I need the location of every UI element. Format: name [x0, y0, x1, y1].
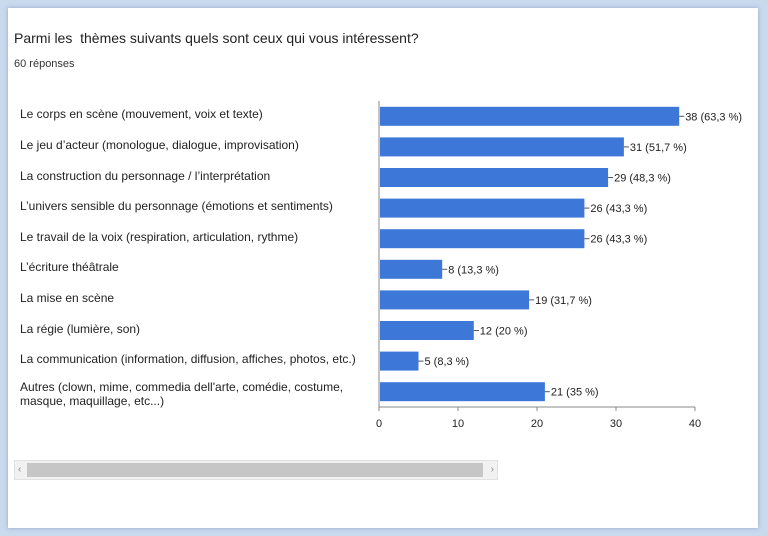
chart-title: Parmi les thèmes suivants quels sont ceu… [14, 30, 419, 46]
bar [380, 290, 530, 310]
category-label: La construction du personnage / l’interp… [20, 168, 271, 183]
bar [380, 229, 585, 249]
response-count: 60 réponses [14, 58, 75, 70]
bar [380, 382, 545, 402]
value-label: 26 (43,3 %) [590, 203, 647, 215]
x-tick-label: 20 [531, 418, 543, 430]
scroll-right-icon[interactable]: › [490, 464, 494, 475]
value-label: 12 (20 %) [480, 326, 528, 338]
horizontal-scrollbar[interactable]: ‹ › [14, 460, 498, 480]
value-label: 8 (13,3 %) [448, 264, 499, 276]
category-label: Le corps en scène (mouvement, voix et te… [20, 107, 263, 122]
x-tick-label: 0 [376, 418, 382, 430]
x-tick-label: 40 [689, 418, 701, 430]
category-label: La communication (information, diffusion… [20, 352, 356, 367]
category-label: L’écriture théâtrale [20, 260, 119, 275]
value-label: 38 (63,3 %) [685, 111, 742, 123]
bar [380, 351, 419, 371]
bar [380, 198, 585, 218]
category-label: Le travail de la voix (respiration, arti… [20, 229, 299, 244]
bar [380, 259, 443, 279]
scrollbar-thumb[interactable] [27, 463, 483, 477]
category-label: La mise en scène [20, 290, 115, 305]
category-label: L’univers sensible du personnage (émotio… [20, 199, 333, 214]
value-label: 21 (35 %) [551, 387, 599, 399]
category-label: La régie (lumière, son) [20, 321, 141, 336]
value-label: 26 (43,3 %) [590, 234, 647, 246]
bar [380, 106, 680, 126]
value-label: 5 (8,3 %) [425, 356, 470, 368]
bar [380, 321, 474, 340]
scroll-left-icon[interactable]: ‹ [18, 464, 22, 475]
x-tick-label: 10 [452, 418, 464, 430]
bar [380, 168, 609, 187]
x-tick-label: 30 [610, 418, 622, 430]
value-label: 29 (48,3 %) [614, 173, 671, 185]
category-label: Autres (clown, mime, commedia dell'arte,… [20, 379, 344, 408]
category-label: Le jeu d’acteur (monologue, dialogue, im… [20, 137, 299, 152]
bar [380, 137, 624, 157]
value-label: 19 (31,7 %) [535, 295, 592, 307]
value-label: 31 (51,7 %) [630, 142, 687, 154]
